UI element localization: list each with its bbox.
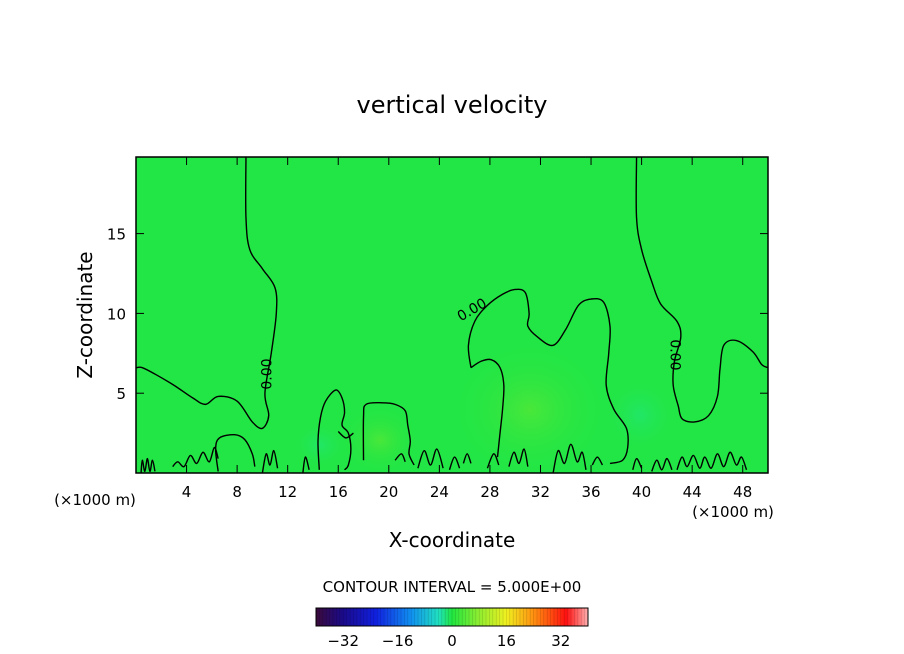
x-unit-right: (×1000 m) [692,503,774,521]
y-tick-label: 15 [107,226,126,244]
contour-line [632,457,643,471]
contour-line [591,456,604,466]
contour-line [552,443,587,473]
contour-line [337,430,354,439]
contour-line [676,451,748,471]
contour-interval-text: CONTOUR INTERVAL = 5.000E+00 [323,578,582,596]
contour-line [462,453,472,464]
x-axis-ticks: 4 8 12 16 20 24 28 32 36 40 44 48 [182,157,752,501]
y-tick-label: 10 [107,305,126,323]
contour-line [261,449,279,473]
plot-frame [135,156,769,474]
contour-line [651,457,673,472]
colorbar-tick-label: 16 [497,632,516,650]
contour-line [508,448,529,467]
y-axis-ticks: 5 10 15 [107,226,768,403]
downdraft-shading-2 [290,420,350,470]
updraft-shading-2 [340,405,420,473]
x-tick-label: 32 [531,483,550,501]
colorbar-tick-label: −32 [327,632,359,650]
x-tick-label: 12 [278,483,297,501]
contour-line [362,401,415,466]
contour-line [172,446,219,468]
contour-label: 0.00 [666,339,682,370]
contour-line [417,448,444,469]
contour-line [140,457,156,473]
contour-line [486,453,500,469]
x-tick-label: 28 [480,483,499,501]
contour-line [470,358,505,458]
contour-label: 0.00 [259,358,275,389]
plot-area: 0.000.000.00 4 8 12 16 20 24 28 32 36 40 44 48 5101… [107,156,769,501]
contour-line [394,453,406,463]
x-tick-label: 20 [379,483,398,501]
colorbar-tick-label: 0 [447,632,457,650]
x-tick-label: 40 [632,483,651,501]
contour-line [136,157,278,430]
y-axis-label: Z-coordinate [73,251,97,378]
x-tick-label: 48 [733,483,752,501]
updraft-shading [450,340,610,473]
contour-line [302,456,310,473]
contour-lines [136,157,768,473]
colorbar: −32 −16 0 16 32 [315,607,589,650]
x-unit-left: (×1000 m) [54,491,136,509]
x-axis-label: X-coordinate [389,528,516,552]
colorbar-frame [315,607,589,627]
downdraft-shading [600,375,680,455]
colorbar-gradient [316,608,588,626]
field-shading [290,340,680,473]
colorbar-cells [319,608,585,626]
x-tick-label: 8 [232,483,242,501]
colorbar-tick-label: −16 [382,632,414,650]
x-tick-label: 16 [329,483,348,501]
contour-line [448,456,461,471]
colorbar-ticks: −32 −16 0 16 32 [327,632,570,650]
x-tick-label: 36 [581,483,600,501]
contour-line [635,157,768,423]
contour-line [317,389,352,471]
colorbar-tick-label: 32 [551,632,570,650]
y-tick-label: 5 [116,385,126,403]
x-tick-label: 44 [683,483,702,501]
contour-line [467,288,629,465]
chart-title: vertical velocity [357,91,548,119]
x-tick-label: 4 [182,483,192,501]
x-tick-label: 24 [430,483,449,501]
